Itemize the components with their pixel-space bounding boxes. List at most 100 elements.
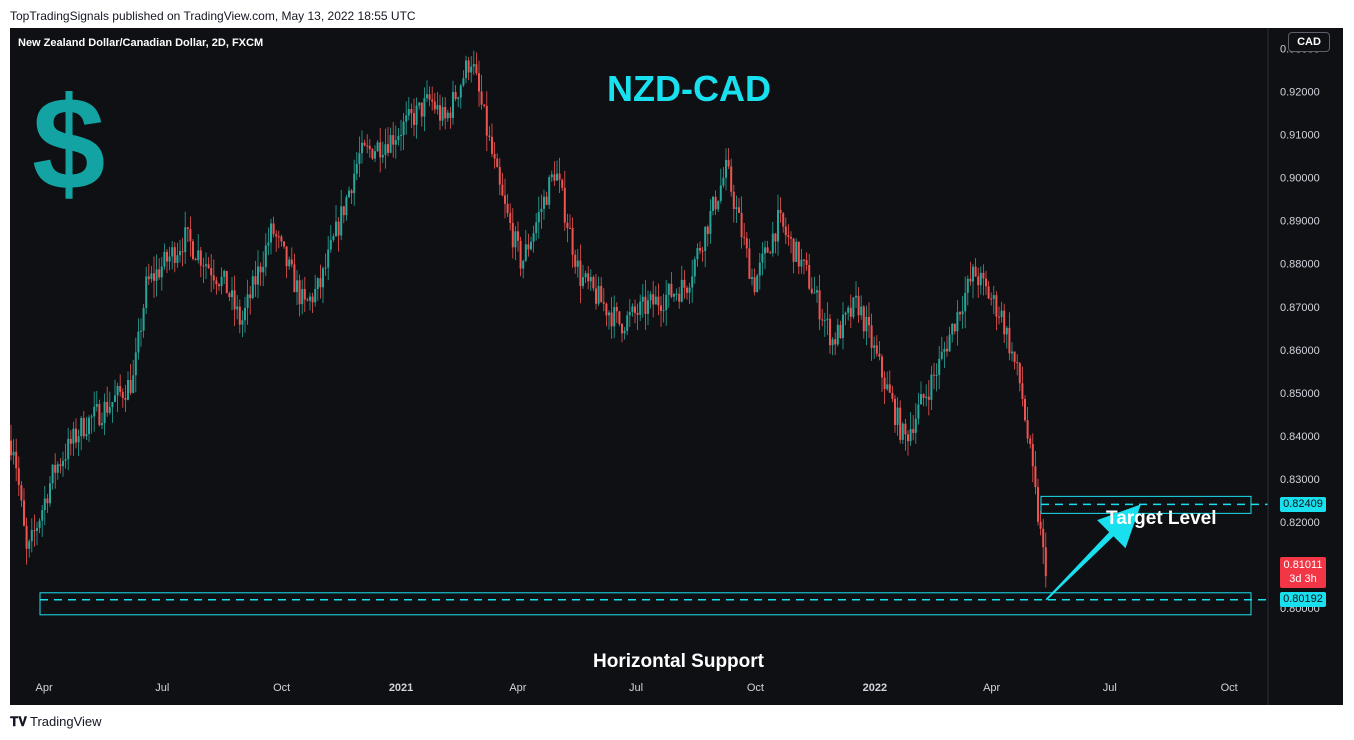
candle-body: [67, 438, 70, 460]
time-tick-label: Oct: [1221, 682, 1238, 694]
candle-body: [441, 106, 444, 121]
candle-body: [683, 279, 686, 288]
candle-body: [823, 320, 826, 322]
candle: [504, 178, 506, 219]
candle-body: [85, 434, 88, 437]
candle-body: [634, 306, 636, 313]
candle: [426, 80, 428, 102]
candle-body: [238, 306, 241, 325]
candle-body: [259, 266, 262, 273]
price-chart[interactable]: 0.800000.810000.820000.830000.840000.850…: [10, 28, 1343, 705]
candle-body: [366, 145, 369, 147]
candle: [101, 412, 103, 430]
candle: [626, 311, 629, 336]
candle: [371, 147, 374, 160]
candle-body: [428, 94, 431, 100]
candle-body: [605, 303, 608, 316]
candle-body: [181, 251, 184, 253]
candle: [888, 370, 891, 393]
candle: [192, 238, 194, 261]
candle: [652, 280, 655, 318]
candle-body: [701, 250, 704, 252]
candle: [990, 292, 993, 306]
horizontal-support-label: Horizontal Support: [593, 651, 764, 672]
candle: [540, 194, 543, 229]
candle: [392, 122, 395, 158]
candle: [444, 97, 447, 130]
candle: [1029, 435, 1032, 449]
candle: [415, 97, 418, 139]
candle-body: [475, 64, 478, 74]
candle: [483, 103, 486, 108]
candle-body: [821, 319, 824, 321]
candle-body: [244, 307, 246, 321]
candle-body: [23, 500, 25, 526]
candle-body: [69, 438, 72, 444]
candle-body: [462, 78, 465, 86]
candle-body: [805, 260, 808, 265]
candle: [831, 337, 834, 356]
candle-body: [77, 436, 80, 443]
candle-body: [478, 73, 480, 92]
candle-body: [116, 385, 119, 396]
candle: [636, 303, 639, 330]
candle: [818, 274, 821, 331]
candle-body: [457, 97, 460, 100]
candle-body: [639, 301, 642, 315]
candle-body: [368, 145, 371, 150]
footer-brand[interactable]: 𝐓𝐕 TradingView: [10, 714, 102, 730]
candle-body: [454, 91, 457, 100]
candle-body: [137, 331, 140, 353]
chart-pane[interactable]: 0.800000.810000.820000.830000.840000.850…: [10, 28, 1343, 705]
overlay-title: NZD-CAD: [607, 68, 771, 109]
candle-body: [150, 273, 153, 280]
candle-body: [17, 468, 20, 486]
candle: [327, 235, 330, 281]
candle: [93, 391, 96, 432]
candle-body: [540, 208, 543, 212]
candle: [59, 457, 62, 474]
candle-body: [803, 259, 805, 261]
candle-body: [379, 142, 382, 158]
candle-body: [878, 353, 881, 357]
candle-body: [818, 290, 821, 320]
candle: [847, 305, 850, 321]
candle-body: [197, 250, 200, 261]
candle-body: [267, 242, 270, 246]
candle-body: [706, 226, 709, 234]
symbol-title: New Zealand Dollar/Canadian Dollar, 2D, …: [18, 37, 264, 49]
candle-body: [103, 401, 106, 424]
candle: [584, 270, 587, 284]
candle: [418, 101, 421, 110]
candle-body: [410, 109, 413, 114]
candle-body: [654, 296, 657, 305]
candle-body: [15, 451, 18, 469]
candle: [441, 97, 444, 127]
candle-body: [597, 285, 600, 304]
candle: [966, 275, 969, 306]
candle-body: [652, 294, 655, 305]
candle: [184, 211, 187, 264]
candle-body: [25, 525, 28, 549]
candle: [535, 212, 538, 241]
candle: [576, 248, 579, 278]
candle: [948, 326, 951, 352]
price-tick-label: 0.92000: [1280, 87, 1320, 99]
candle-body: [449, 112, 452, 118]
candle: [894, 394, 896, 433]
candle-body: [283, 241, 285, 247]
candle-body: [270, 223, 272, 243]
candle-body: [857, 295, 860, 316]
candle-body: [579, 260, 582, 287]
candle-body: [602, 302, 605, 304]
candle: [189, 216, 192, 257]
candle: [98, 399, 101, 427]
currency-badge[interactable]: CAD: [1288, 32, 1330, 52]
candle: [153, 256, 155, 298]
candle: [605, 302, 608, 327]
candle-body: [537, 211, 540, 223]
candle: [413, 98, 415, 137]
candle: [374, 145, 376, 163]
candle-body: [743, 237, 746, 239]
candle: [618, 311, 621, 327]
